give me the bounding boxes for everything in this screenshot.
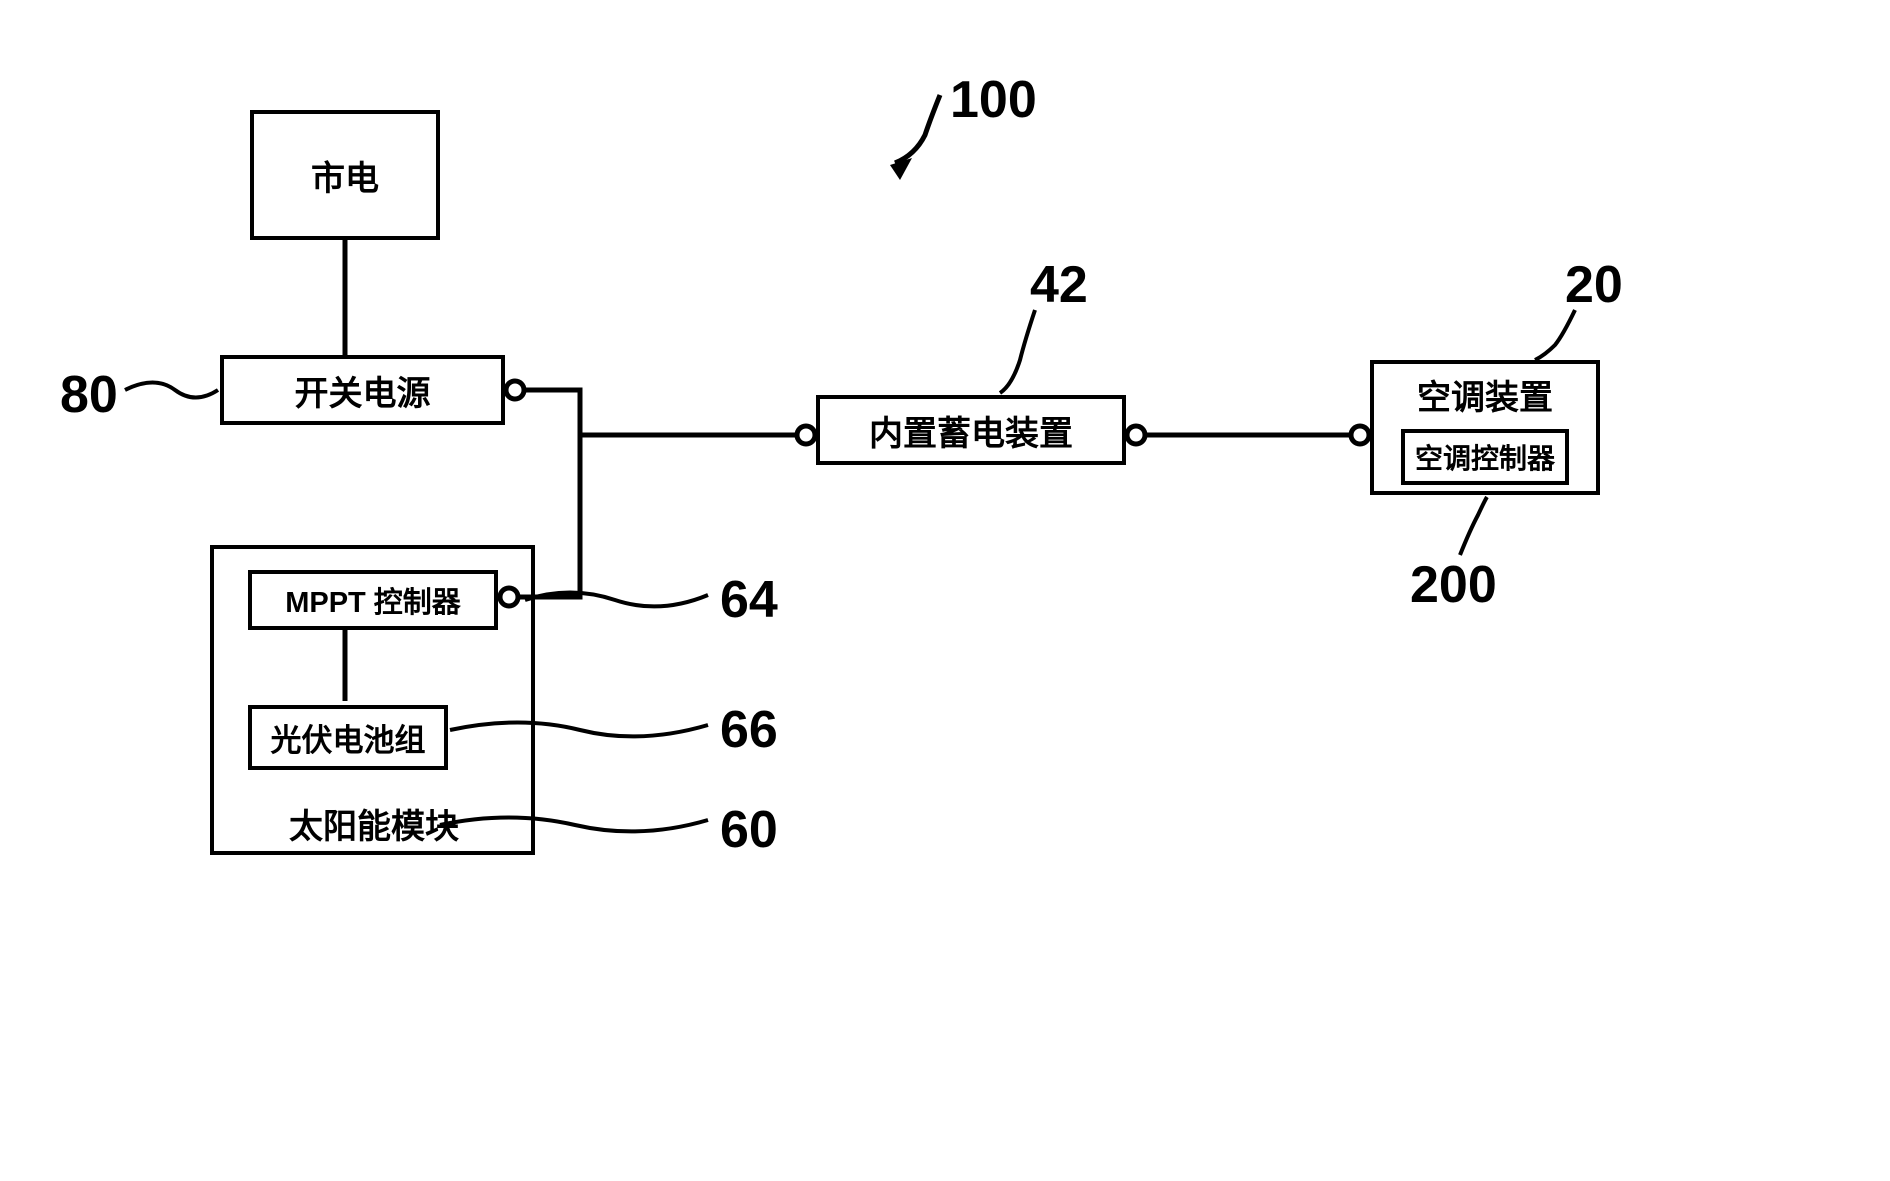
battery-device-box: 内置蓄电装置 <box>816 395 1126 465</box>
ref-64-label: 64 <box>720 570 778 630</box>
ref-66-label: 66 <box>720 700 778 760</box>
solar-module-label: 太阳能模块 <box>289 799 459 848</box>
terminal-ac-left <box>1351 426 1369 444</box>
mppt-controller-label: MPPT 控制器 <box>285 579 461 621</box>
ac-controller-label: 空调控制器 <box>1415 443 1555 474</box>
ac-device-label: 空调装置 <box>1417 370 1553 419</box>
ac-device-box: 空调装置 空调控制器 <box>1370 360 1600 495</box>
solar-module-box: MPPT 控制器 光伏电池组 太阳能模块 <box>210 545 535 855</box>
ref-20-label: 20 <box>1565 255 1623 315</box>
ref-80-label: 80 <box>60 365 118 425</box>
leader-42 <box>1000 310 1035 393</box>
battery-device-label: 内置蓄电装置 <box>869 406 1073 455</box>
pv-group-label: 光伏电池组 <box>271 715 426 760</box>
leader-100 <box>895 95 940 163</box>
ac-controller-box: 空调控制器 <box>1401 429 1569 485</box>
ref-100-label: 100 <box>950 70 1037 130</box>
arrow-100 <box>890 158 912 180</box>
line-switch-to-battery <box>524 390 795 435</box>
leader-200 <box>1460 497 1487 555</box>
ref-60-label: 60 <box>720 800 778 860</box>
leader-64 <box>525 593 708 607</box>
terminal-battery-left <box>797 426 815 444</box>
ref-42-label: 42 <box>1030 255 1088 315</box>
switch-power-box: 开关电源 <box>220 355 505 425</box>
terminal-switch-right <box>506 381 524 399</box>
mains-power-label: 市电 <box>311 151 379 200</box>
pv-group-box: 光伏电池组 <box>248 705 448 770</box>
mains-power-box: 市电 <box>250 110 440 240</box>
mppt-controller-box: MPPT 控制器 <box>248 570 498 630</box>
leader-20 <box>1535 310 1575 360</box>
leader-80 <box>125 383 218 398</box>
switch-power-label: 开关电源 <box>295 366 431 415</box>
ref-200-label: 200 <box>1410 555 1497 615</box>
terminal-battery-right <box>1127 426 1145 444</box>
